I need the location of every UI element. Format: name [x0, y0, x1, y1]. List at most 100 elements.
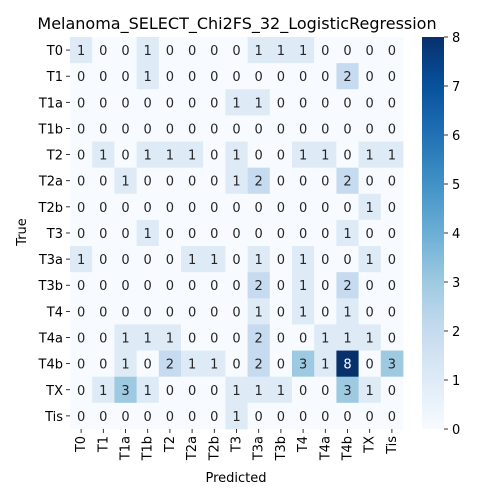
- cell-value-label: 0: [321, 201, 329, 216]
- cell-value-label: 2: [343, 175, 351, 190]
- heatmap-cell: [336, 141, 359, 169]
- x-tick-label: T1b: [141, 436, 156, 461]
- heatmap-cell: [203, 193, 226, 221]
- heatmap-cell: [203, 246, 226, 273]
- cell-value-label: 0: [144, 122, 152, 137]
- heatmap-cell: [292, 193, 315, 221]
- heatmap-cell: [336, 246, 359, 273]
- cell-value-label: 1: [321, 149, 329, 164]
- heatmap-cell: [92, 350, 115, 378]
- heatmap-cell: [92, 402, 115, 430]
- cell-value-label: 0: [388, 70, 396, 85]
- cell-value-label: 0: [210, 227, 218, 242]
- cell-value-label: 0: [388, 331, 396, 346]
- cell-value-label: 0: [232, 122, 240, 137]
- cell-value-label: 0: [277, 358, 285, 373]
- heatmap-cell: [247, 376, 271, 404]
- cell-value-label: 1: [144, 70, 152, 85]
- heatmap-cell: [314, 141, 337, 169]
- heatmap-cell: [314, 37, 337, 64]
- cell-value-label: 0: [299, 122, 307, 137]
- x-tick-label: T3: [230, 436, 245, 453]
- heatmap-cell: [292, 141, 315, 169]
- cell-value-label: 0: [343, 201, 351, 216]
- heatmap-cell: [114, 402, 137, 430]
- heatmap-cell: [380, 89, 404, 116]
- cell-value-label: 0: [255, 227, 263, 242]
- cell-value-label: 0: [388, 44, 396, 59]
- heatmap-cell: [225, 219, 248, 247]
- colorbar-tick-label: 2: [452, 325, 460, 340]
- y-tick-label: T1: [46, 70, 63, 85]
- cell-value-label: 0: [121, 149, 129, 164]
- cell-value-label: 0: [144, 96, 152, 111]
- cell-value-label: 0: [77, 122, 85, 137]
- heatmap-cell: [92, 298, 115, 325]
- cell-value-label: 0: [188, 279, 196, 294]
- cell-value-label: 1: [188, 149, 196, 164]
- heatmap-cell: [203, 37, 226, 64]
- heatmap-cell: [114, 89, 137, 116]
- heatmap-cell: [380, 167, 404, 195]
- cell-value-label: 0: [388, 227, 396, 242]
- cell-value-label: 0: [232, 253, 240, 268]
- heatmap-cell: [358, 141, 382, 169]
- cell-value-label: 2: [166, 358, 174, 373]
- x-tick-label: TX: [363, 436, 378, 454]
- x-tick-label: T3a: [252, 436, 267, 461]
- cell-value-label: 2: [255, 279, 263, 294]
- cell-value-label: 0: [299, 227, 307, 242]
- colorbar-ticks: 0 1 2 3 4 5 6 7 8: [444, 31, 460, 438]
- heatmap-cell: [336, 350, 359, 378]
- heatmap-cell: [358, 37, 382, 64]
- heatmap-cell: [336, 324, 359, 351]
- heatmap-cell: [358, 63, 382, 90]
- cell-value-label: 1: [299, 305, 307, 320]
- heatmap-cell: [92, 141, 115, 169]
- cell-value-label: 0: [166, 305, 174, 320]
- cell-value-label: 1: [277, 384, 285, 399]
- cell-value-label: 0: [232, 70, 240, 85]
- heatmap-cell: [181, 246, 204, 273]
- cell-value-label: 0: [188, 175, 196, 190]
- cell-value-label: 1: [321, 358, 329, 373]
- heatmap-cell: [158, 89, 182, 116]
- cell-value-label: 0: [255, 70, 263, 85]
- cell-value-label: 0: [232, 279, 240, 294]
- cell-value-label: 0: [121, 122, 129, 137]
- cell-value-label: 1: [166, 149, 174, 164]
- cell-value-label: 1: [321, 331, 329, 346]
- cell-value-label: 0: [343, 44, 351, 59]
- cell-value-label: 0: [232, 331, 240, 346]
- heatmap-cell: [181, 376, 204, 404]
- cell-value-label: 0: [188, 331, 196, 346]
- heatmap-cell: [114, 63, 137, 90]
- heatmap-cell: [380, 219, 404, 247]
- heatmap-cell: [380, 246, 404, 273]
- cell-value-label: 0: [232, 201, 240, 216]
- heatmap-cell: [136, 246, 160, 273]
- cell-value-label: 0: [277, 410, 285, 425]
- cell-value-label: 0: [321, 279, 329, 294]
- heatmap-cell: [181, 167, 204, 195]
- cell-value-label: 1: [232, 149, 240, 164]
- cell-value-label: 1: [144, 384, 152, 399]
- heatmap-cell: [136, 376, 160, 404]
- heatmap-cell: [358, 376, 382, 404]
- cell-value-label: 0: [277, 331, 285, 346]
- cell-value-label: 0: [210, 96, 218, 111]
- cell-value-label: 0: [321, 410, 329, 425]
- heatmap-cell: [203, 141, 226, 169]
- cell-value-label: 0: [99, 358, 107, 373]
- heatmap-cell: [114, 376, 137, 404]
- heatmap-cell: [247, 37, 271, 64]
- cell-value-label: 0: [77, 70, 85, 85]
- cell-value-label: 0: [99, 44, 107, 59]
- cell-value-label: 0: [121, 96, 129, 111]
- heatmap-cell: [203, 402, 226, 430]
- heatmap-cell: [92, 167, 115, 195]
- heatmap-cell: [114, 246, 137, 273]
- cell-value-label: 0: [277, 96, 285, 111]
- heatmap-cell: [247, 219, 271, 247]
- cell-value-label: 0: [188, 227, 196, 242]
